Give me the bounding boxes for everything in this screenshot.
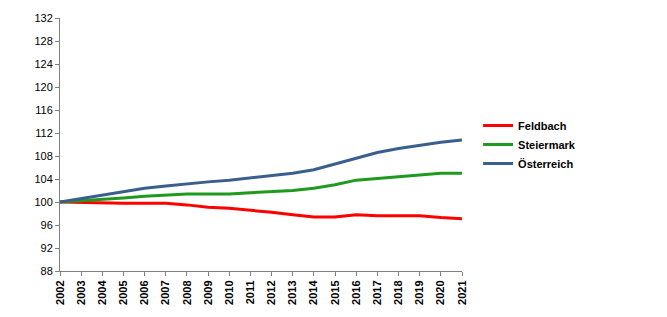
- svg-text:104: 104: [34, 173, 52, 185]
- svg-text:2007: 2007: [159, 280, 171, 304]
- svg-text:108: 108: [34, 150, 52, 162]
- svg-text:128: 128: [34, 35, 52, 47]
- svg-text:2002: 2002: [54, 280, 66, 304]
- svg-text:2017: 2017: [371, 280, 383, 304]
- svg-text:2009: 2009: [202, 280, 214, 304]
- svg-text:2005: 2005: [117, 280, 129, 304]
- svg-text:2012: 2012: [265, 280, 277, 304]
- svg-text:96: 96: [41, 219, 53, 231]
- svg-text:112: 112: [35, 127, 53, 139]
- svg-text:2014: 2014: [307, 280, 319, 305]
- svg-text:Feldbach: Feldbach: [518, 120, 567, 132]
- svg-text:100: 100: [34, 196, 52, 208]
- svg-text:2019: 2019: [413, 280, 425, 304]
- svg-text:2021: 2021: [456, 280, 468, 304]
- svg-text:2008: 2008: [181, 280, 193, 304]
- svg-text:2011: 2011: [244, 280, 256, 304]
- svg-text:92: 92: [41, 242, 53, 254]
- svg-text:2015: 2015: [329, 280, 341, 304]
- svg-text:Steiermark: Steiermark: [518, 139, 576, 151]
- svg-text:124: 124: [34, 58, 52, 70]
- svg-text:2013: 2013: [286, 280, 298, 304]
- svg-text:116: 116: [35, 104, 53, 116]
- svg-text:2006: 2006: [138, 280, 150, 304]
- svg-text:2010: 2010: [223, 280, 235, 304]
- svg-text:Österreich: Österreich: [518, 158, 573, 170]
- svg-text:2018: 2018: [392, 280, 404, 304]
- svg-text:88: 88: [41, 265, 53, 277]
- svg-text:2004: 2004: [96, 280, 108, 305]
- svg-text:120: 120: [34, 81, 52, 93]
- svg-text:2020: 2020: [434, 280, 446, 304]
- svg-text:2016: 2016: [350, 280, 362, 304]
- svg-text:132: 132: [34, 12, 52, 24]
- svg-text:2003: 2003: [75, 280, 87, 304]
